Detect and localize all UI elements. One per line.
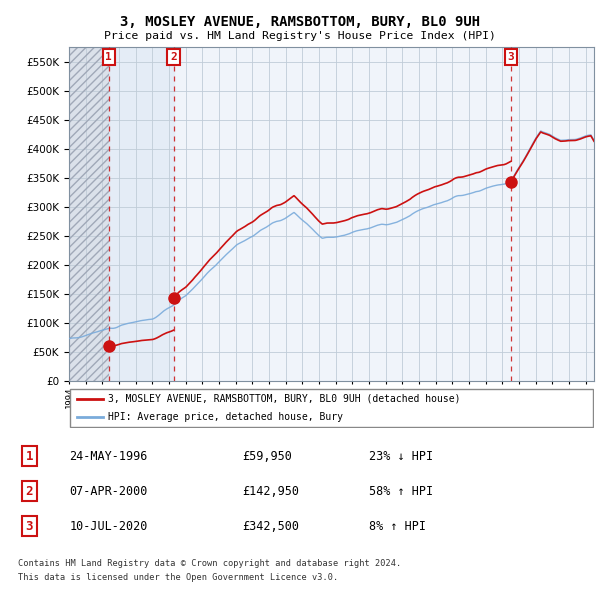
Text: £59,950: £59,950: [242, 450, 292, 463]
Text: 8% ↑ HPI: 8% ↑ HPI: [369, 520, 426, 533]
Text: Price paid vs. HM Land Registry's House Price Index (HPI): Price paid vs. HM Land Registry's House …: [104, 31, 496, 41]
FancyBboxPatch shape: [70, 389, 593, 427]
Text: 1: 1: [105, 52, 112, 62]
Text: 2: 2: [26, 484, 33, 498]
Text: £342,500: £342,500: [242, 520, 299, 533]
Text: 3: 3: [26, 520, 33, 533]
Text: 58% ↑ HPI: 58% ↑ HPI: [369, 484, 433, 498]
Text: 10-JUL-2020: 10-JUL-2020: [70, 520, 148, 533]
Text: £142,950: £142,950: [242, 484, 299, 498]
Text: HPI: Average price, detached house, Bury: HPI: Average price, detached house, Bury: [109, 412, 343, 422]
Text: Contains HM Land Registry data © Crown copyright and database right 2024.: Contains HM Land Registry data © Crown c…: [18, 559, 401, 568]
Text: 3, MOSLEY AVENUE, RAMSBOTTOM, BURY, BL0 9UH: 3, MOSLEY AVENUE, RAMSBOTTOM, BURY, BL0 …: [120, 15, 480, 29]
Text: 3: 3: [508, 52, 514, 62]
Text: 2: 2: [170, 52, 177, 62]
Text: 3, MOSLEY AVENUE, RAMSBOTTOM, BURY, BL0 9UH (detached house): 3, MOSLEY AVENUE, RAMSBOTTOM, BURY, BL0 …: [109, 394, 461, 404]
Text: 23% ↓ HPI: 23% ↓ HPI: [369, 450, 433, 463]
Bar: [69, 47, 109, 381]
Text: This data is licensed under the Open Government Licence v3.0.: This data is licensed under the Open Gov…: [18, 573, 338, 582]
Text: 1: 1: [26, 450, 33, 463]
Text: 24-MAY-1996: 24-MAY-1996: [70, 450, 148, 463]
Text: 07-APR-2000: 07-APR-2000: [70, 484, 148, 498]
